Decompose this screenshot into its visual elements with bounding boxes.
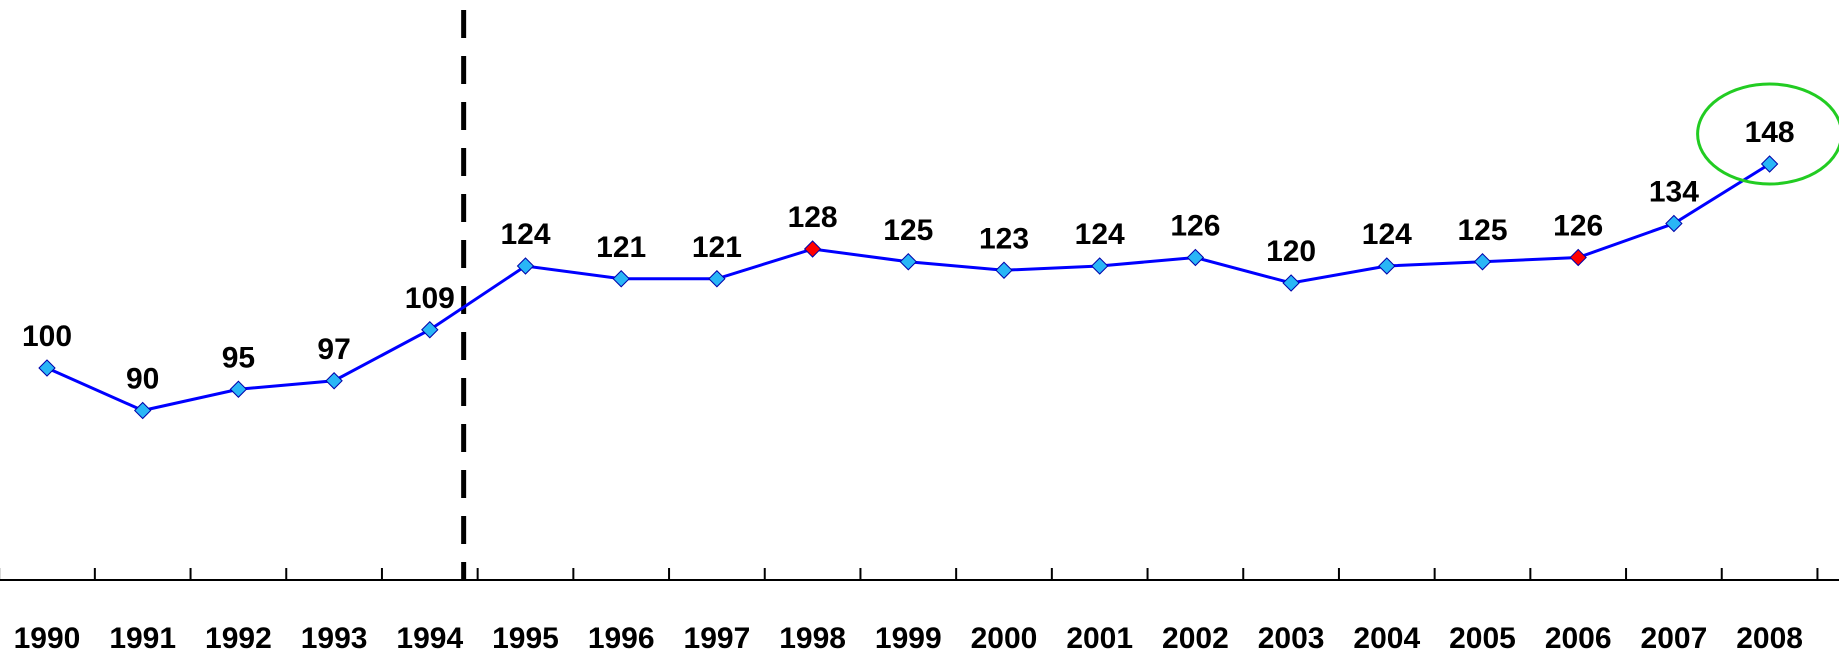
x-tick-label: 2002 — [1162, 622, 1229, 654]
x-tick-label: 1993 — [301, 622, 368, 654]
marker — [516, 257, 535, 275]
marker — [229, 380, 248, 398]
marker — [325, 372, 343, 390]
x-tick-label: 2008 — [1736, 622, 1803, 654]
x-tick-label: 2005 — [1449, 622, 1516, 654]
x-tick-label: 2003 — [1258, 622, 1325, 654]
x-tick-label: 1998 — [779, 622, 846, 654]
marker — [995, 261, 1013, 279]
marker — [1760, 155, 1779, 173]
marker — [899, 253, 918, 271]
x-tick-label: 2007 — [1641, 622, 1708, 654]
data-label: 109 — [405, 282, 455, 315]
marker — [1473, 253, 1492, 271]
x-tick-label: 1999 — [875, 622, 942, 654]
data-label: 124 — [1362, 218, 1412, 251]
data-label: 128 — [788, 201, 838, 234]
data-label: 124 — [500, 218, 550, 251]
data-label: 148 — [1745, 116, 1795, 149]
x-tick-label: 2001 — [1066, 622, 1133, 654]
x-tick-label: 1992 — [205, 622, 272, 654]
marker — [38, 359, 56, 377]
x-tick-label: 2006 — [1545, 622, 1612, 654]
data-label: 134 — [1649, 176, 1699, 209]
marker — [1186, 248, 1205, 267]
marker — [1665, 214, 1683, 233]
line — [46, 162, 1771, 413]
marker — [421, 321, 439, 339]
data-label: 97 — [317, 333, 350, 366]
x-tick-label: 1994 — [396, 622, 463, 654]
marker — [612, 270, 630, 288]
x-tick-label: 1996 — [588, 622, 655, 654]
data-label: 125 — [1457, 214, 1507, 247]
data-label: 121 — [692, 231, 742, 264]
data-label: 100 — [22, 320, 72, 353]
marker — [1378, 257, 1396, 275]
data-label: 123 — [979, 222, 1029, 255]
marker — [133, 401, 152, 420]
marker — [1282, 274, 1300, 292]
marker — [708, 270, 726, 288]
x-tick-label: 1990 — [14, 622, 81, 654]
x-tick-label: 1997 — [684, 622, 751, 654]
marker — [803, 240, 822, 258]
x-tick-label: 1991 — [109, 622, 176, 654]
marker — [1569, 248, 1587, 267]
marker — [1090, 257, 1109, 275]
highlight-ring — [1696, 82, 1839, 186]
x-tick-label: 1995 — [492, 622, 559, 654]
x-tick-label: 2000 — [971, 622, 1038, 654]
data-label: 121 — [596, 231, 646, 264]
data-label: 95 — [222, 341, 255, 374]
data-label: 120 — [1266, 235, 1316, 268]
data-label: 126 — [1553, 210, 1603, 243]
data-label: 125 — [883, 214, 933, 247]
data-label: 124 — [1075, 218, 1125, 251]
data-label: 126 — [1170, 210, 1220, 243]
data-label: 90 — [126, 363, 159, 396]
x-tick-label: 2004 — [1353, 622, 1420, 654]
